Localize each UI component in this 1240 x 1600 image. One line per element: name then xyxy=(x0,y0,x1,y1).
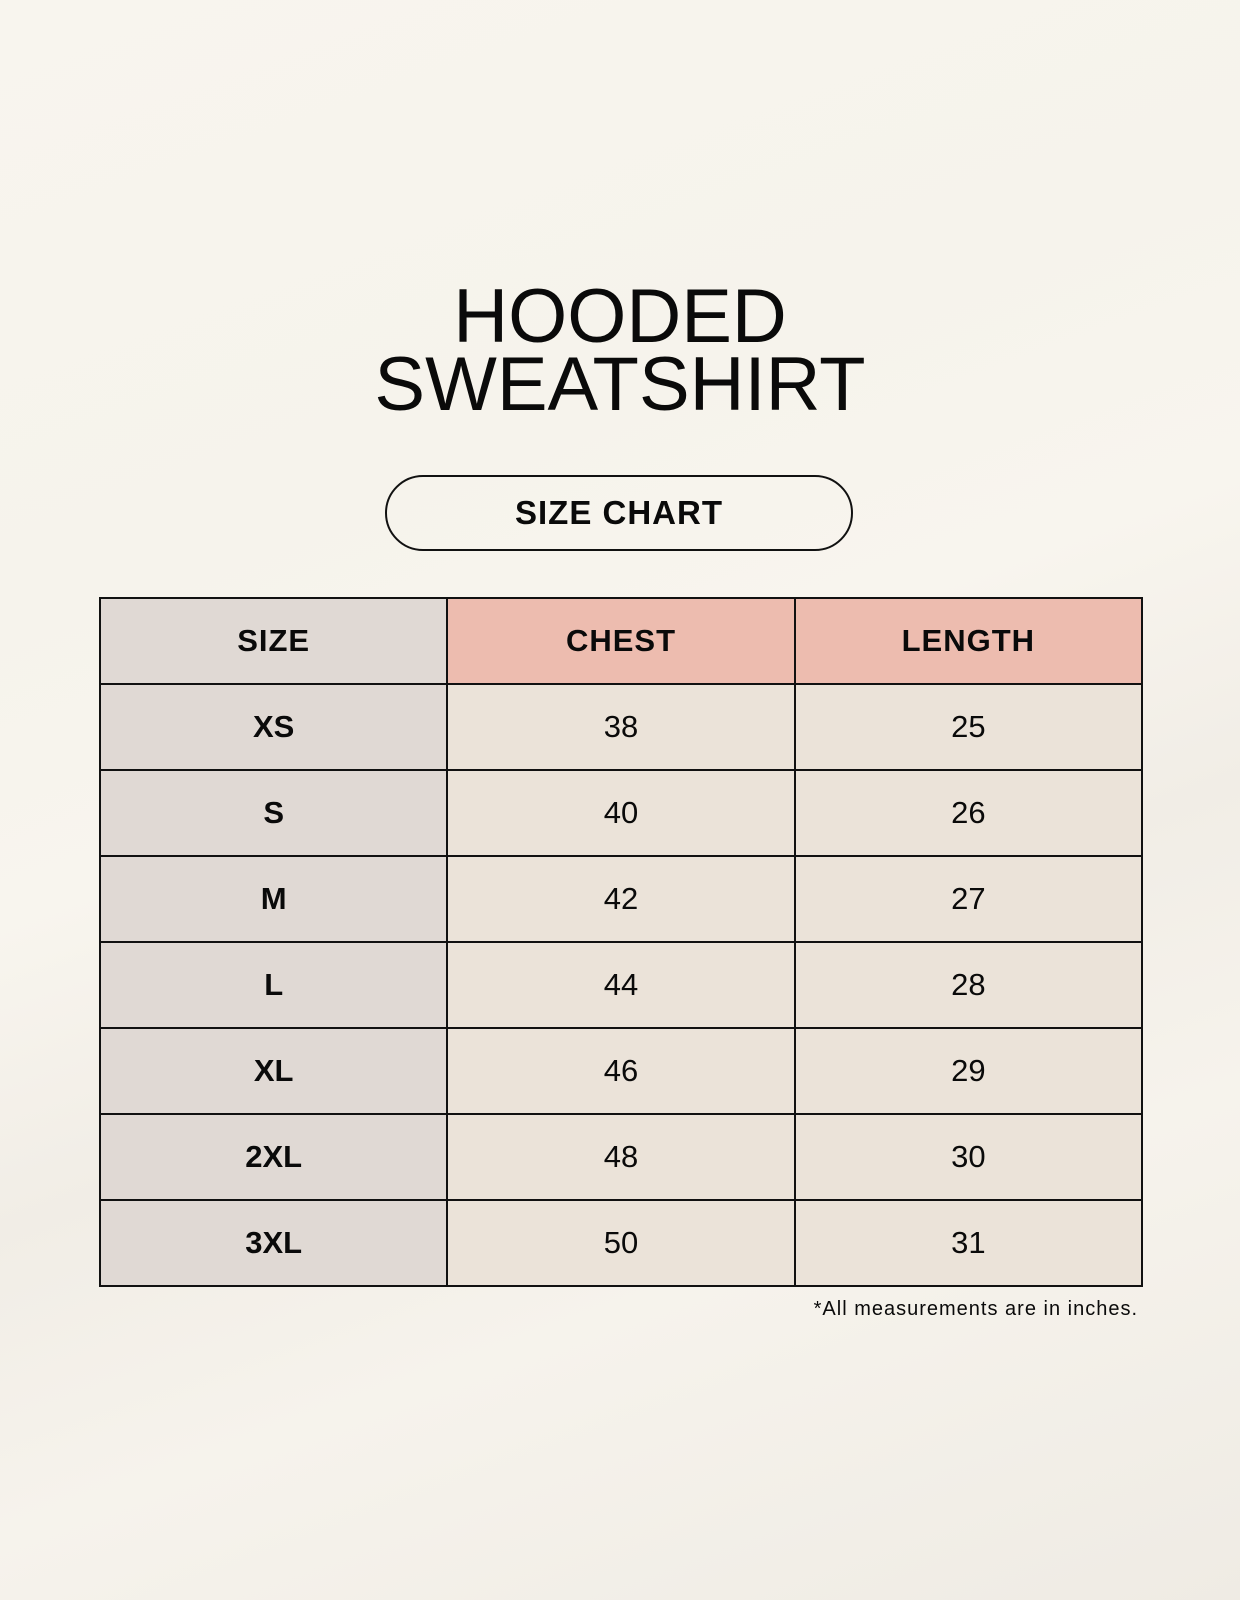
cell-length: 25 xyxy=(793,683,1144,771)
cell-length: 31 xyxy=(793,1199,1144,1287)
table-row: S 40 26 xyxy=(98,769,1144,857)
cell-length: 26 xyxy=(793,769,1144,857)
page-title: HOODED SWEATSHIRT xyxy=(0,274,1240,427)
table-row: XS 38 25 xyxy=(98,683,1144,771)
header-size: SIZE xyxy=(98,597,449,685)
title-line-2: SWEATSHIRT xyxy=(374,342,866,427)
cell-size: M xyxy=(98,855,449,943)
table-row: 2XL 48 30 xyxy=(98,1113,1144,1201)
table-header-row: SIZE CHEST LENGTH xyxy=(98,597,1144,685)
size-chart-label: SIZE CHART xyxy=(385,475,853,551)
cell-size: 2XL xyxy=(98,1113,449,1201)
cell-length: 29 xyxy=(793,1027,1144,1115)
header-chest: CHEST xyxy=(446,597,796,685)
cell-size: XL xyxy=(98,1027,449,1115)
header-length: LENGTH xyxy=(793,597,1144,685)
cell-chest: 46 xyxy=(446,1027,796,1115)
table-row: L 44 28 xyxy=(98,941,1144,1029)
cell-chest: 44 xyxy=(446,941,796,1029)
title-line-1: HOODED xyxy=(453,274,787,359)
table-row: M 42 27 xyxy=(98,855,1144,943)
cell-length: 30 xyxy=(793,1113,1144,1201)
cell-chest: 50 xyxy=(446,1199,796,1287)
table-row: 3XL 50 31 xyxy=(98,1199,1144,1287)
cell-size: S xyxy=(98,769,449,857)
cell-size: XS xyxy=(98,683,449,771)
measurement-note: *All measurements are in inches. xyxy=(813,1298,1138,1320)
cell-chest: 38 xyxy=(446,683,796,771)
cell-chest: 48 xyxy=(446,1113,796,1201)
cell-size: 3XL xyxy=(98,1199,449,1287)
cell-size: L xyxy=(98,941,449,1029)
cell-length: 27 xyxy=(793,855,1144,943)
table-row: XL 46 29 xyxy=(98,1027,1144,1115)
cell-length: 28 xyxy=(793,941,1144,1029)
cell-chest: 40 xyxy=(446,769,796,857)
size-table: SIZE CHEST LENGTH XS 38 25 S 40 26 M 42 27 L 44 28 X… xyxy=(98,597,1144,1287)
cell-chest: 42 xyxy=(446,855,796,943)
